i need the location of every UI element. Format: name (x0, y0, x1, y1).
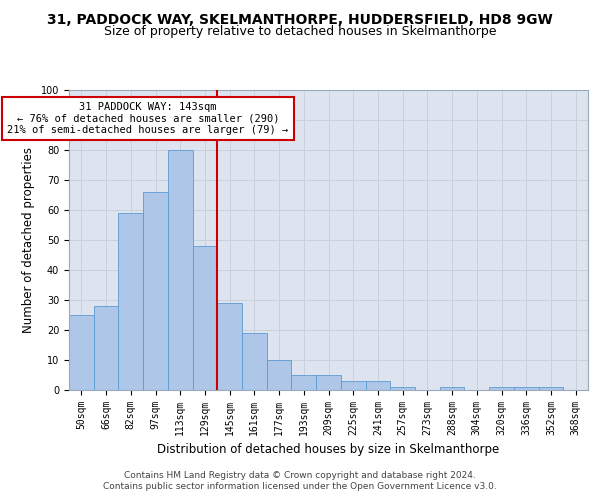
Bar (193, 246, 217, 390)
Bar (267, 360, 292, 390)
Y-axis label: Number of detached properties: Number of detached properties (22, 147, 35, 333)
Bar (365, 381, 390, 390)
Bar (341, 381, 365, 390)
Bar (168, 150, 193, 390)
Bar (143, 192, 168, 390)
Bar (316, 375, 341, 390)
Bar (118, 213, 143, 390)
Text: 31, PADDOCK WAY, SKELMANTHORPE, HUDDERSFIELD, HD8 9GW: 31, PADDOCK WAY, SKELMANTHORPE, HUDDERSF… (47, 12, 553, 26)
Bar (514, 387, 539, 390)
X-axis label: Distribution of detached houses by size in Skelmanthorpe: Distribution of detached houses by size … (157, 444, 500, 456)
Bar (292, 375, 316, 390)
Bar (242, 333, 267, 390)
Bar (69, 315, 94, 390)
Bar (489, 387, 514, 390)
Bar (440, 387, 464, 390)
Text: Size of property relative to detached houses in Skelmanthorpe: Size of property relative to detached ho… (104, 25, 496, 38)
Text: Contains HM Land Registry data © Crown copyright and database right 2024.: Contains HM Land Registry data © Crown c… (124, 471, 476, 480)
Text: 31 PADDOCK WAY: 143sqm
← 76% of detached houses are smaller (290)
21% of semi-de: 31 PADDOCK WAY: 143sqm ← 76% of detached… (7, 102, 289, 135)
Bar (539, 387, 563, 390)
Bar (390, 387, 415, 390)
Bar (94, 306, 118, 390)
Text: Contains public sector information licensed under the Open Government Licence v3: Contains public sector information licen… (103, 482, 497, 491)
Bar (217, 303, 242, 390)
